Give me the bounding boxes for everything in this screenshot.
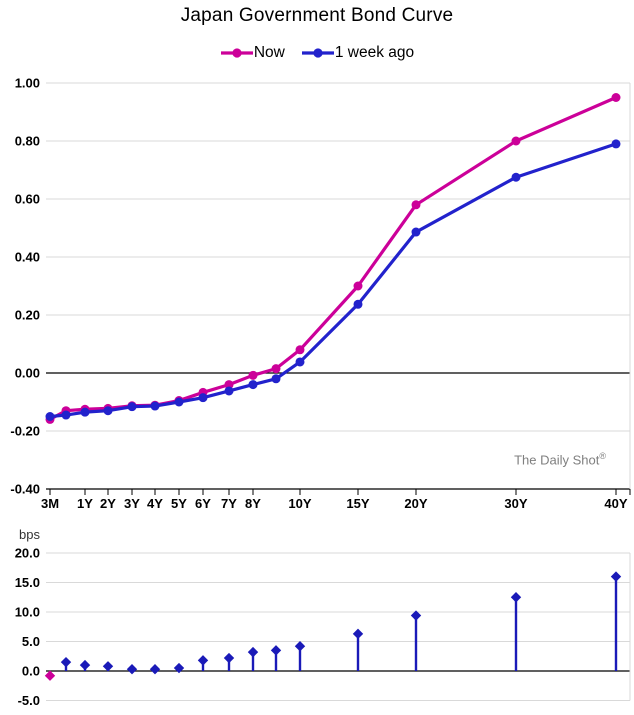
legend-label-now: Now (253, 44, 285, 61)
stem-diamond-negative (44, 670, 56, 681)
legend-item-now: Now (220, 44, 285, 62)
registered-mark: ® (599, 451, 606, 461)
y-axis-tick-label: -0.40 (10, 482, 40, 497)
x-axis-tick-label: 4Y (147, 496, 163, 511)
stem-diamond (510, 592, 522, 603)
y-axis-tick-label: 0.0 (22, 664, 40, 679)
chart-legend: Now 1 week ago (0, 44, 634, 62)
data-point-week-ago (353, 299, 363, 309)
y-axis-tick-label: 10.0 (15, 605, 40, 620)
data-point-now (511, 136, 521, 146)
data-point-week-ago (198, 393, 208, 403)
x-axis-tick-label: 20Y (404, 496, 427, 511)
stem-diamond (126, 664, 138, 675)
stem-diamond (149, 664, 161, 675)
y-axis-tick-label: 1.00 (15, 76, 40, 91)
legend-marker-now-icon (220, 46, 254, 60)
data-point-week-ago (511, 172, 521, 182)
watermark-text: The Daily Shot (514, 452, 600, 468)
data-point-week-ago (295, 357, 305, 367)
legend-label-week-ago: 1 week ago (334, 44, 415, 61)
data-point-week-ago (103, 406, 113, 416)
stem-diamond (270, 645, 282, 656)
data-point-now (353, 281, 363, 291)
legend-item-week-ago: 1 week ago (301, 44, 414, 62)
data-point-week-ago (150, 401, 160, 411)
y-axis-tick-label: 5.0 (22, 634, 40, 649)
series-line-week-ago (49, 142, 617, 419)
data-point-week-ago (80, 407, 90, 417)
chart-title: Japan Government Bond Curve (180, 5, 454, 26)
x-axis-tick-label: 8Y (245, 496, 261, 511)
x-axis-tick-label: 5Y (171, 496, 187, 511)
y-axis-tick-label: 0.00 (15, 366, 40, 381)
data-point-now (271, 364, 281, 374)
x-axis-tick-label: 15Y (346, 496, 369, 511)
y-axis-tick-label: 0.80 (15, 134, 40, 149)
x-axis-tick-label: 40Y (604, 496, 627, 511)
y-axis-tick-label: 20.0 (15, 546, 40, 561)
stem-diamond (102, 661, 114, 672)
x-axis-tick-label: 3Y (124, 496, 140, 511)
data-point-week-ago (411, 227, 421, 237)
stem-diamond (352, 628, 364, 640)
data-point-now (411, 200, 421, 210)
y-axis-tick-label: 0.60 (15, 192, 40, 207)
stem-diamond (223, 652, 235, 664)
stem-diamond (294, 641, 306, 652)
x-axis-tick-label: 7Y (221, 496, 237, 511)
data-point-week-ago (45, 412, 55, 421)
x-axis-tick-label: 30Y (504, 496, 527, 511)
bps-axis-label: bps (19, 527, 40, 542)
stem-diamond (60, 656, 72, 668)
stem-diamond (197, 655, 209, 666)
stem-diamond (247, 646, 259, 658)
x-axis-tick-label: 3M (41, 496, 59, 511)
y-axis-tick-label: 15.0 (15, 575, 40, 590)
data-point-now (295, 345, 305, 355)
data-point-now (224, 380, 234, 390)
y-axis-tick-label: -5.0 (18, 693, 40, 708)
data-point-now (611, 93, 621, 102)
watermark: The Daily Shot® (514, 451, 606, 467)
data-point-week-ago (224, 386, 234, 396)
legend-marker-week-ago-icon (301, 46, 335, 60)
y-axis-tick-label: 0.20 (15, 308, 40, 323)
data-point-week-ago (61, 410, 71, 420)
stem-diamond (173, 662, 185, 674)
series-line-now (49, 96, 617, 421)
x-axis-tick-label: 1Y (77, 496, 93, 511)
data-point-week-ago (248, 380, 258, 390)
stem-diamond (79, 659, 91, 671)
y-axis-tick-label: -0.20 (10, 424, 40, 439)
x-axis-tick-label: 10Y (288, 496, 311, 511)
y-axis-tick-label: 0.40 (15, 250, 40, 265)
data-point-week-ago (271, 374, 281, 384)
x-axis-tick-label: 6Y (195, 496, 211, 511)
data-point-week-ago (611, 139, 621, 149)
bps-change-chart: bps 20.0 15.0 10.0 5.0 0.0 -5.0 (15, 527, 631, 708)
data-point-week-ago (174, 397, 184, 407)
data-point-week-ago (127, 402, 137, 412)
data-point-now (248, 370, 258, 380)
stem-diamond (610, 571, 622, 582)
x-axis-tick-label: 2Y (100, 496, 116, 511)
